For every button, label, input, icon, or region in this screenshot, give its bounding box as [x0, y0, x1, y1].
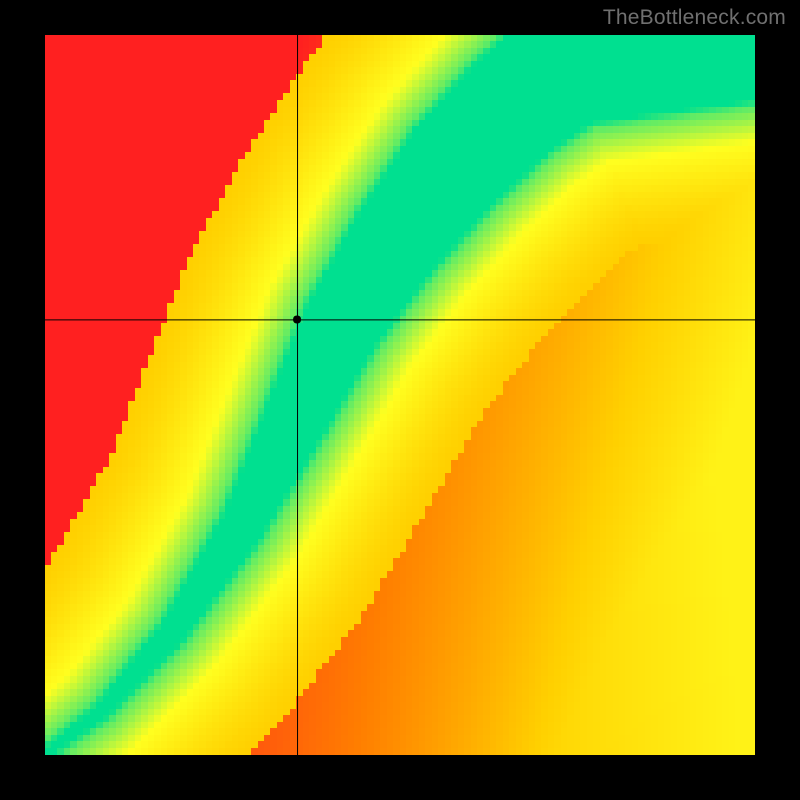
chart-container: TheBottleneck.com [0, 0, 800, 800]
heatmap-plot [45, 35, 755, 755]
watermark-text: TheBottleneck.com [603, 6, 786, 30]
